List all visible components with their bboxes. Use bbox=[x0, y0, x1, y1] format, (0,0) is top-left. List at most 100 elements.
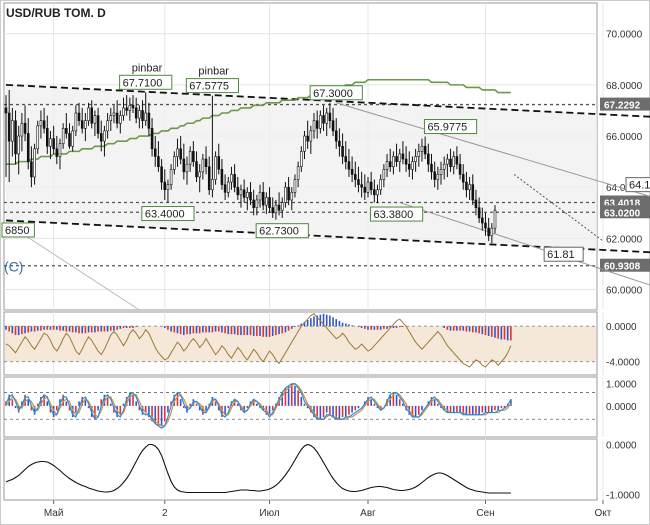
candle-body bbox=[347, 161, 351, 170]
candle-body bbox=[147, 112, 151, 129]
price-label-box bbox=[185, 78, 239, 94]
candle-body bbox=[325, 112, 328, 124]
candle-body bbox=[354, 174, 357, 180]
candle-body bbox=[96, 115, 100, 134]
price-label: 67.5775 bbox=[189, 81, 229, 93]
osc2-tick-label: 1.0000 bbox=[606, 380, 637, 391]
price-label-box bbox=[119, 74, 173, 90]
y-tick-label: 62.0000 bbox=[606, 234, 643, 245]
price-label-box bbox=[543, 246, 584, 262]
candle-body bbox=[487, 227, 490, 237]
price-label-box bbox=[1, 222, 35, 238]
candle-body bbox=[30, 161, 33, 178]
price-label-box bbox=[255, 223, 309, 239]
candle-body bbox=[163, 181, 167, 191]
level-tag bbox=[600, 205, 650, 219]
level-tag-label: 60.9308 bbox=[604, 262, 641, 273]
candle-body bbox=[106, 120, 109, 132]
candle-body bbox=[128, 105, 132, 111]
price-label-box bbox=[625, 177, 650, 193]
osc3-tick-label: -1.0000 bbox=[606, 491, 640, 502]
price-label-box bbox=[369, 206, 424, 222]
candle-body bbox=[379, 179, 382, 191]
price-label: 67.7100 bbox=[123, 77, 163, 89]
candle-body bbox=[195, 161, 198, 178]
candle-body bbox=[14, 120, 17, 155]
candle-body bbox=[239, 189, 243, 196]
candle-body bbox=[455, 156, 459, 165]
candle-body bbox=[436, 174, 440, 180]
candle-body bbox=[192, 151, 195, 162]
candle-body bbox=[407, 163, 411, 170]
candle-body bbox=[58, 143, 62, 157]
candle-body bbox=[176, 148, 179, 157]
price-pane: 60.000062.000064.000066.000068.000070.00… bbox=[1, 30, 650, 311]
candle-body bbox=[417, 151, 421, 157]
candle-body bbox=[217, 156, 221, 170]
candle-body bbox=[4, 107, 8, 114]
candle-body bbox=[465, 181, 468, 191]
candle-body bbox=[338, 140, 341, 147]
oscillator-pane-3: 0.0000 -1.0000 bbox=[5, 441, 640, 502]
candle-body bbox=[242, 189, 246, 198]
level-tag-label: 67.2292 bbox=[604, 101, 641, 112]
candle-body bbox=[423, 145, 427, 155]
osc1-line bbox=[5, 313, 512, 368]
candle-body bbox=[446, 158, 449, 165]
candle-body bbox=[134, 107, 138, 119]
candle-body bbox=[481, 217, 484, 224]
candle-body bbox=[477, 207, 481, 219]
candle-body bbox=[452, 156, 456, 168]
candle-body bbox=[344, 156, 348, 162]
candle-body bbox=[357, 179, 360, 185]
candle-body bbox=[331, 120, 335, 132]
level-tag bbox=[600, 258, 650, 272]
price-label-box bbox=[423, 119, 478, 135]
candle-body bbox=[404, 158, 408, 165]
candle-body bbox=[119, 115, 122, 124]
candle-body bbox=[398, 153, 402, 162]
oscillator-pane-1: 0.0000 -4.0000 bbox=[4, 313, 640, 369]
candle-body bbox=[71, 130, 74, 147]
x-tick-label: 2 bbox=[162, 508, 168, 519]
candle-body bbox=[20, 122, 24, 137]
candle-body bbox=[39, 120, 43, 127]
candle-body bbox=[334, 130, 338, 142]
candle-body bbox=[131, 105, 135, 109]
candle-body bbox=[490, 227, 494, 237]
level-tag bbox=[600, 195, 650, 209]
candle-body bbox=[296, 166, 300, 180]
y-tick-label: 70.0000 bbox=[606, 30, 643, 41]
osc3-tick-label: 0.0000 bbox=[606, 441, 637, 452]
candle-body bbox=[11, 120, 14, 142]
candle-body bbox=[341, 145, 344, 157]
trend-line bbox=[5, 83, 650, 118]
candle-body bbox=[271, 207, 275, 214]
candle-body bbox=[87, 107, 90, 121]
candle-body bbox=[265, 197, 268, 206]
candle-body bbox=[373, 189, 376, 196]
price-label: 64.10 bbox=[629, 180, 650, 192]
candle-body bbox=[201, 158, 205, 173]
candle-body bbox=[17, 135, 20, 155]
candle-body bbox=[319, 115, 322, 129]
y-tick-label: 66.0000 bbox=[606, 132, 643, 143]
candle-body bbox=[382, 168, 386, 180]
candle-body bbox=[84, 120, 87, 129]
candle-body bbox=[290, 192, 294, 201]
price-label: 65.9775 bbox=[427, 122, 467, 134]
candle-body bbox=[182, 158, 186, 173]
candle-body bbox=[328, 112, 332, 121]
x-tick-label: Авг bbox=[360, 508, 376, 519]
x-tick-label: Июл bbox=[259, 508, 279, 519]
candle-body bbox=[173, 156, 176, 170]
price-label-box bbox=[309, 85, 363, 101]
candle-body bbox=[449, 158, 452, 168]
candle-body bbox=[36, 125, 40, 150]
candle-body bbox=[185, 163, 189, 173]
candle-body bbox=[350, 168, 354, 175]
candle-body bbox=[150, 128, 154, 150]
candle-body bbox=[198, 171, 201, 178]
candle-body bbox=[411, 161, 414, 170]
